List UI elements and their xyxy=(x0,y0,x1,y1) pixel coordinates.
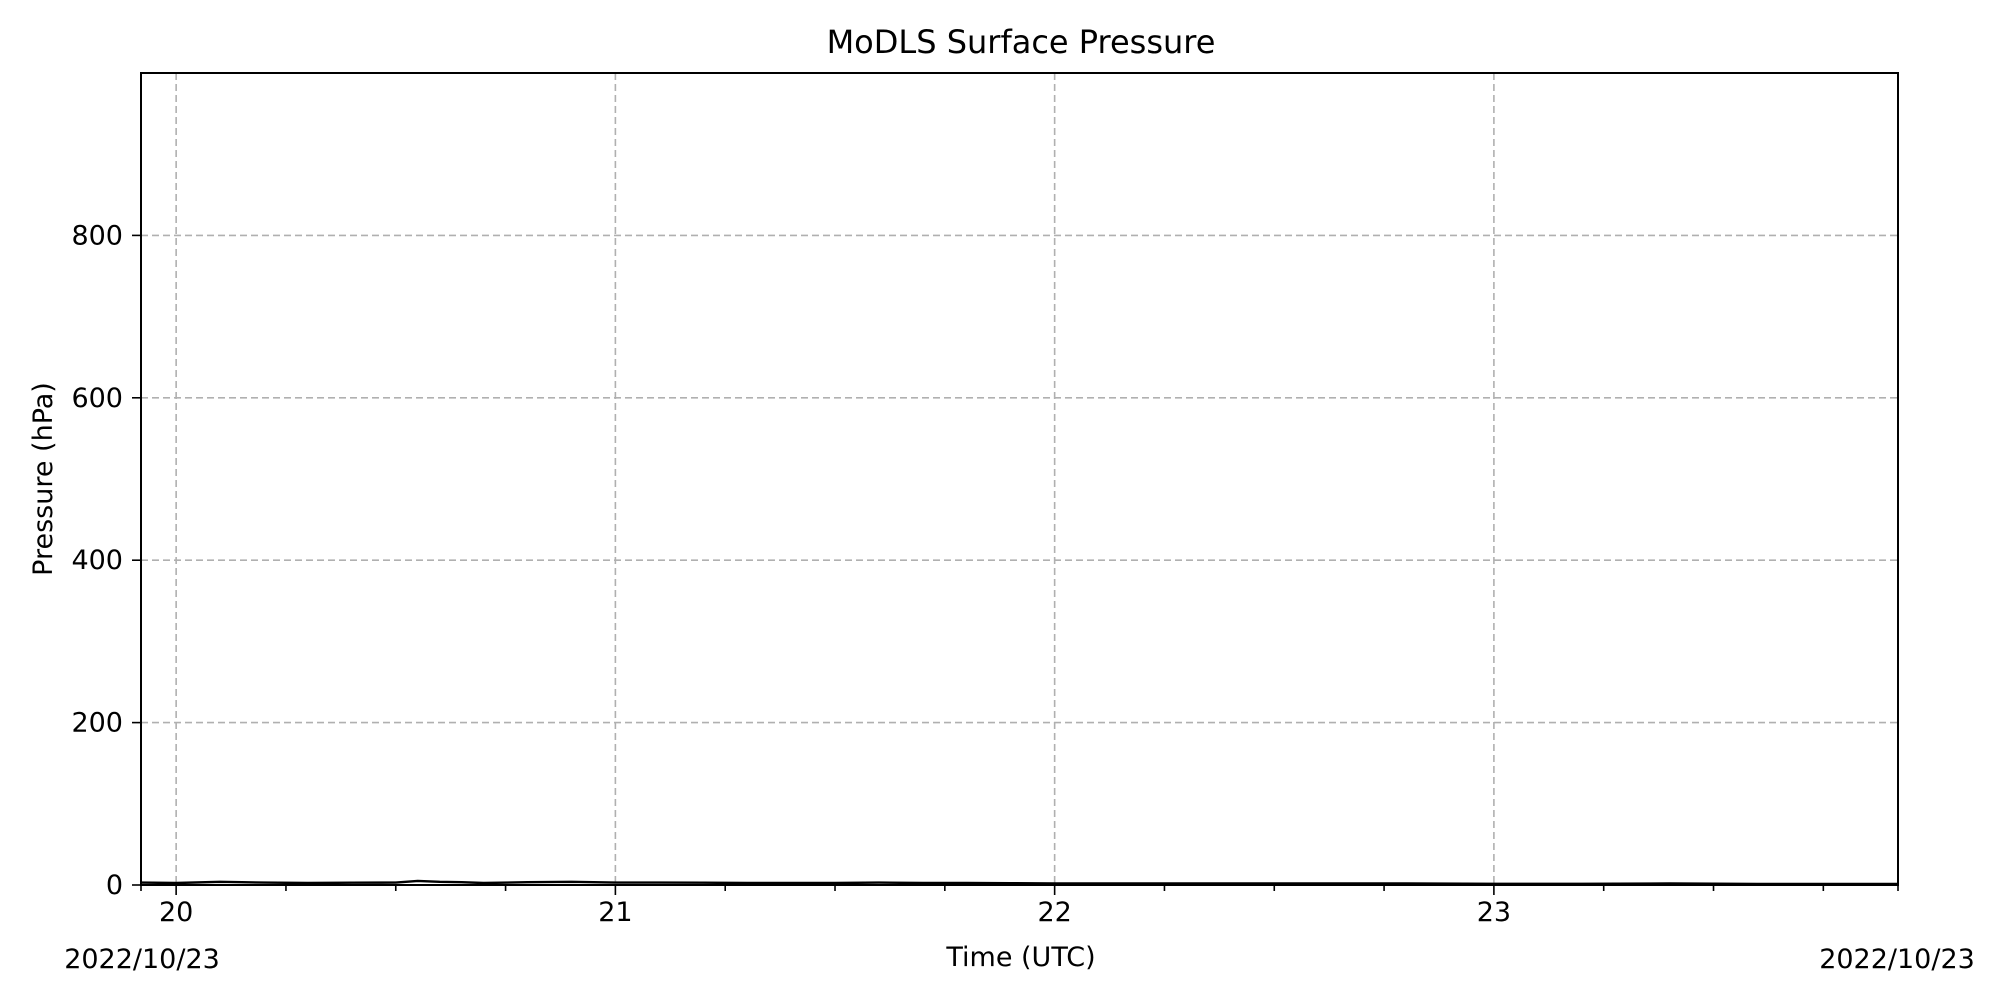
y-tick-label: 400 xyxy=(71,545,123,576)
y-tick-label: 200 xyxy=(71,708,123,739)
y-tick-label: 0 xyxy=(106,870,123,901)
date-label-left: 2022/10/23 xyxy=(64,944,220,975)
pressure-series-line xyxy=(140,879,1898,886)
x-tick-label: 20 xyxy=(159,897,193,928)
tick-layer: 0 200 400 600 800 20 21 22 23 xyxy=(71,220,1899,928)
x-tick-label: 22 xyxy=(1037,897,1071,928)
series-layer xyxy=(140,879,1898,886)
x-tick-label: 23 xyxy=(1477,897,1511,928)
x-tick-label: 21 xyxy=(598,897,632,928)
grid-layer xyxy=(141,73,1898,885)
y-axis-label: Pressure (hPa) xyxy=(28,382,59,576)
date-label-right: 2022/10/23 xyxy=(1819,944,1975,975)
x-axis-label: Time (UTC) xyxy=(945,942,1095,973)
chart-title: MoDLS Surface Pressure xyxy=(827,23,1216,61)
y-tick-label: 800 xyxy=(71,220,123,251)
plot-frame xyxy=(140,72,1899,886)
y-tick-label: 600 xyxy=(71,383,123,414)
